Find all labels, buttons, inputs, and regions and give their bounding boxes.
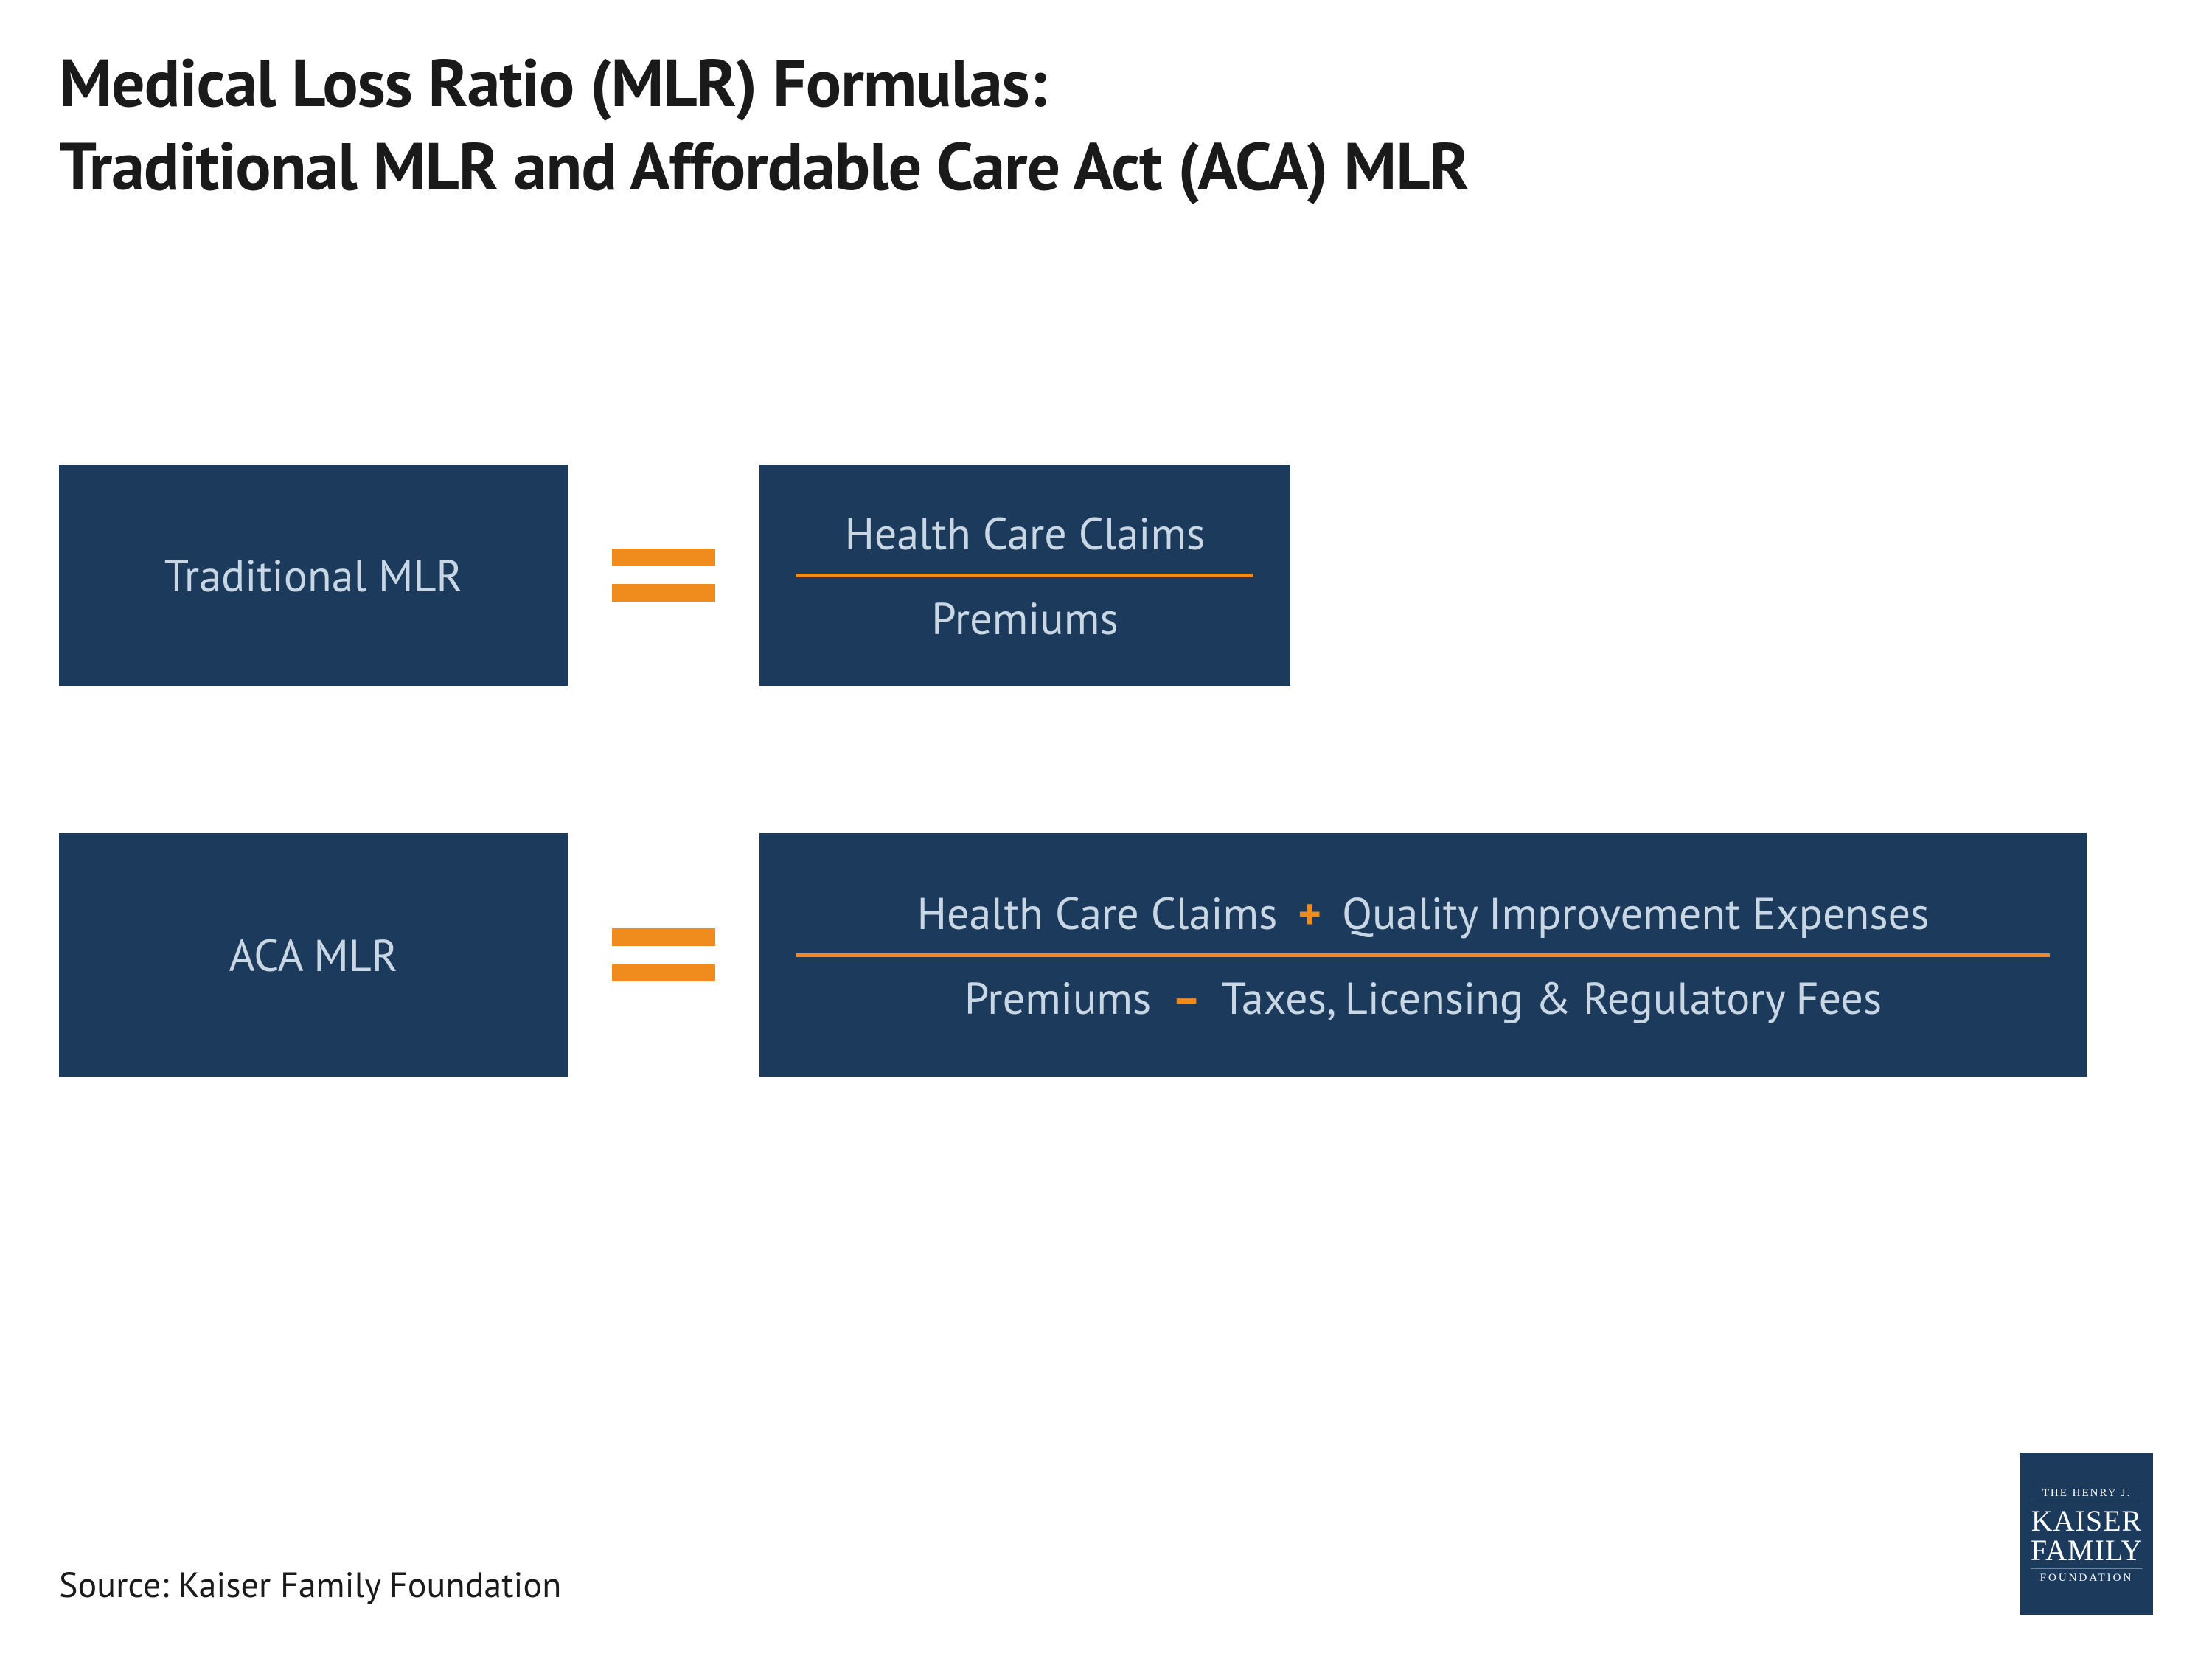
title-line-2: Traditional MLR and Affordable Care Act … (59, 122, 1469, 208)
title-line-1: Medical Loss Ratio (MLR) Formulas: (59, 38, 1046, 125)
fraction-box-traditional: Health Care Claims Premiums (759, 465, 1290, 686)
formula-row-aca: ACA MLR Health Care Claims + Quality Imp… (59, 833, 2087, 1077)
equals-bar (612, 928, 715, 946)
fraction-denominator: Premiums – Taxes, Licensing & Regulatory… (957, 957, 1889, 1038)
denominator-term: Premiums (931, 589, 1118, 647)
fraction-numerator: Health Care Claims (838, 493, 1213, 574)
logo-tiny-text: FOUNDATION (2031, 1568, 2142, 1585)
denominator-term: Taxes, Licensing & Regulatory Fees (1222, 969, 1882, 1026)
fraction-denominator: Premiums (924, 577, 1125, 658)
formula-row-traditional: Traditional MLR Health Care Claims Premi… (59, 465, 1290, 686)
logo-line-2: FAMILY (2031, 1536, 2143, 1565)
logo-small-text: THE HENRY J. (2031, 1484, 2142, 1503)
formula-label: ACA MLR (229, 926, 397, 984)
numerator-term: Health Care Claims (845, 504, 1206, 562)
plus-operator: + (1298, 884, 1321, 942)
label-box-aca: ACA MLR (59, 833, 568, 1077)
minus-operator: – (1172, 969, 1201, 1026)
equals-bar (612, 964, 715, 981)
source-text: Source: Kaiser Family Foundation (59, 1562, 561, 1607)
numerator-term: Quality Improvement Expenses (1342, 884, 1929, 942)
page-title: Medical Loss Ratio (MLR) Formulas: Tradi… (59, 41, 1469, 206)
fraction-numerator: Health Care Claims + Quality Improvement… (910, 872, 1937, 953)
equals-icon (612, 549, 715, 602)
numerator-term: Health Care Claims (917, 884, 1278, 942)
equals-bar (612, 584, 715, 602)
equals-bar (612, 549, 715, 566)
kff-logo: THE HENRY J. KAISER FAMILY FOUNDATION (2020, 1453, 2153, 1615)
formula-label: Traditional MLR (164, 546, 462, 604)
fraction-box-aca: Health Care Claims + Quality Improvement… (759, 833, 2087, 1077)
logo-line-1: KAISER (2031, 1506, 2142, 1536)
denominator-term: Premiums (964, 969, 1151, 1026)
label-box-traditional: Traditional MLR (59, 465, 568, 686)
equals-icon (612, 928, 715, 981)
